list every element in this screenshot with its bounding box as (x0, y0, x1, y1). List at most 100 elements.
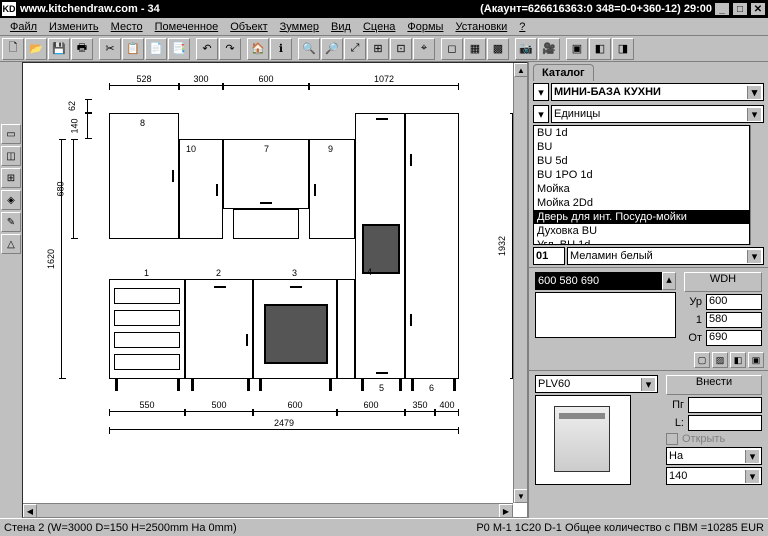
product-preview (535, 395, 631, 485)
mini-btn[interactable]: ▢ (694, 352, 710, 368)
tool-button[interactable]: △ (1, 234, 21, 254)
catalog-name-combo[interactable]: МИНИ-БАЗА КУХНИ▾ (551, 83, 764, 101)
status-left: Стена 2 (W=3000 D=150 H=2500mm На 0mm) (4, 522, 237, 534)
toolbar-button[interactable]: 💾 (48, 38, 70, 60)
toolbar-button[interactable]: 🔍 (298, 38, 320, 60)
wdh-button[interactable]: WDH (684, 272, 762, 292)
input-d[interactable]: 580 (706, 312, 762, 328)
menu-Место[interactable]: Место (105, 21, 149, 33)
toolbar-button[interactable]: 📑 (168, 38, 190, 60)
dim-label: 600 (362, 400, 379, 410)
dim-label: 300 (192, 74, 209, 84)
toolbar-button[interactable]: ▦ (464, 38, 486, 60)
toolbar-button[interactable]: 🔎 (321, 38, 343, 60)
toolbar-button[interactable]: 🏠 (247, 38, 269, 60)
canvas-scrollbar-v[interactable]: ▲▼ (513, 63, 527, 503)
menu-Зуммер[interactable]: Зуммер (274, 21, 325, 33)
menu-Вид[interactable]: Вид (325, 21, 357, 33)
toolbar-button[interactable]: 🎥 (538, 38, 560, 60)
menu-Формы[interactable]: Формы (401, 21, 449, 33)
na-combo[interactable]: На▾ (666, 447, 762, 465)
toolbar-button[interactable]: 📂 (25, 38, 47, 60)
label-w: Ур (684, 296, 702, 308)
cabinet-num: 4 (367, 267, 372, 277)
dims-combo[interactable]: 600 580 690 (535, 272, 662, 290)
mini-btn[interactable]: ▨ (712, 352, 728, 368)
catalog-tab[interactable]: Каталог (533, 64, 594, 81)
tool-button[interactable]: ▭ (1, 124, 21, 144)
label-h: От (684, 332, 702, 344)
dim-label: 400 (438, 400, 455, 410)
toolbar-button[interactable]: ✂ (99, 38, 121, 60)
menu-Помеченное[interactable]: Помеченное (149, 21, 225, 33)
close-button[interactable]: ✕ (750, 2, 766, 16)
canvas-scrollbar-h[interactable]: ◀▶ (23, 503, 513, 517)
toolbar-button[interactable]: ▩ (487, 38, 509, 60)
tool-button[interactable]: ◈ (1, 190, 21, 210)
toolbar-button[interactable]: ◧ (589, 38, 611, 60)
plv-combo[interactable]: PLV60▾ (535, 375, 658, 393)
catalog-list[interactable]: BU 1dBUBU 5dBU 1PO 1dМойкаМойка 2DdДверь… (533, 125, 750, 245)
list-item[interactable]: BU 1d (534, 126, 749, 140)
list-item[interactable]: BU 5d (534, 154, 749, 168)
catalog-expand-icon[interactable]: ▾ (533, 83, 549, 101)
tool-button[interactable]: ⊞ (1, 168, 21, 188)
group-name: Единицы (554, 108, 600, 120)
cabinet: 10 (179, 139, 223, 239)
menu-Объект[interactable]: Объект (224, 21, 273, 33)
group-expand-icon[interactable]: ▾ (533, 105, 549, 123)
toolbar-button[interactable]: ⊡ (390, 38, 412, 60)
input-w[interactable]: 600 (706, 294, 762, 310)
na-value-combo[interactable]: 140▾ (666, 467, 762, 485)
mini-btn[interactable]: ▣ (748, 352, 764, 368)
input-pg[interactable] (688, 397, 762, 413)
list-item[interactable]: BU (534, 140, 749, 154)
toolbar-button[interactable]: ⌖ (413, 38, 435, 60)
toolbar-button[interactable]: 📄 (145, 38, 167, 60)
app-icon: KD (2, 2, 16, 16)
catalog-group-combo[interactable]: Единицы▾ (551, 105, 764, 123)
dim-label: 528 (135, 74, 152, 84)
menu-?[interactable]: ? (513, 21, 531, 33)
input-h[interactable]: 690 (706, 330, 762, 346)
list-item[interactable]: Угл. BU 1d (534, 238, 749, 245)
toolbar-button[interactable]: ↶ (196, 38, 218, 60)
toolbar-button[interactable]: 📋 (122, 38, 144, 60)
toolbar-button[interactable]: ◨ (612, 38, 634, 60)
list-scrollbar[interactable] (750, 125, 764, 245)
list-item[interactable]: Дверь для инт. Посудо-мойки (534, 210, 749, 224)
menu-Изменить[interactable]: Изменить (43, 21, 105, 33)
list-item[interactable]: Духовка BU (534, 224, 749, 238)
list-item[interactable]: Мойка 2Dd (534, 196, 749, 210)
menu-Сцена[interactable]: Сцена (357, 21, 401, 33)
minimize-button[interactable]: _ (714, 2, 730, 16)
toolbar-button[interactable]: ◻ (441, 38, 463, 60)
toolbar-button[interactable]: ▣ (566, 38, 588, 60)
list-item[interactable]: Мойка (534, 182, 749, 196)
toolbar-button[interactable]: 📷 (515, 38, 537, 60)
toolbar-button[interactable]: 🖶 (71, 38, 93, 60)
toolbar-button[interactable]: ℹ (270, 38, 292, 60)
mini-btn[interactable]: ◧ (730, 352, 746, 368)
material-code[interactable]: 01 (533, 247, 565, 265)
toolbar-button[interactable]: ⊞ (367, 38, 389, 60)
tool-button[interactable]: ◫ (1, 146, 21, 166)
material-combo[interactable]: Меламин белый▾ (567, 247, 764, 265)
dims-up[interactable]: ▴ (662, 272, 676, 290)
input-l[interactable] (688, 415, 762, 431)
list-item[interactable]: BU 1PO 1d (534, 168, 749, 182)
toolbar-button[interactable]: ⤢ (344, 38, 366, 60)
menu-Файл[interactable]: Файл (4, 21, 43, 33)
insert-button[interactable]: Внести (666, 375, 762, 395)
toolbar-button[interactable]: ↷ (219, 38, 241, 60)
drawing-canvas[interactable]: 528 300 600 1072 62 140 680 1620 1932 8 (22, 62, 528, 518)
dims-list[interactable] (535, 292, 676, 338)
maximize-button[interactable]: □ (732, 2, 748, 16)
cabinet-base: 1 (109, 279, 185, 379)
menu-Установки[interactable]: Установки (449, 21, 513, 33)
cabinet: 7 (223, 139, 309, 209)
open-checkbox[interactable] (666, 433, 678, 445)
tool-button[interactable]: ✎ (1, 212, 21, 232)
dim-label: 600 (257, 74, 274, 84)
toolbar-button[interactable]: 🗋 (2, 38, 24, 60)
